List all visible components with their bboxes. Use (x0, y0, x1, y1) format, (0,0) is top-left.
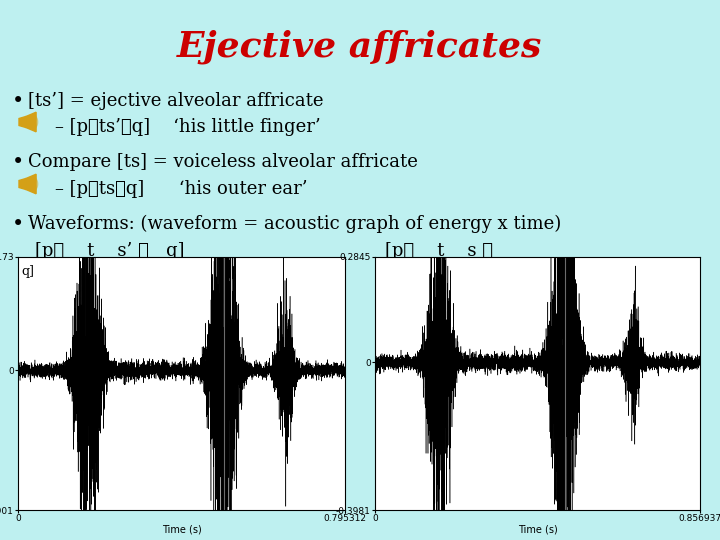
Text: Ejective affricates: Ejective affricates (177, 30, 543, 64)
Text: •: • (12, 215, 24, 234)
Text: •: • (12, 153, 24, 172)
Polygon shape (19, 117, 26, 127)
X-axis label: Time (s): Time (s) (518, 524, 557, 535)
Text: – [p★ts★q]      ‘his outer ear’: – [p★ts★q] ‘his outer ear’ (55, 180, 307, 198)
Polygon shape (26, 174, 36, 194)
Text: [ts’] = ejective alveolar affricate: [ts’] = ejective alveolar affricate (28, 92, 323, 110)
Text: – [p★ts’★q]    ‘his little finger’: – [p★ts’★q] ‘his little finger’ (55, 118, 320, 136)
Polygon shape (26, 112, 36, 132)
Text: Compare [ts] = voiceless alveolar affricate: Compare [ts] = voiceless alveolar affric… (28, 153, 418, 171)
Text: Waveforms: (waveform = acoustic graph of energy x time): Waveforms: (waveform = acoustic graph of… (28, 215, 562, 233)
Polygon shape (19, 178, 26, 190)
Text: q]: q] (22, 265, 35, 278)
Text: [p★    t    s ★: [p★ t s ★ (385, 242, 493, 260)
Text: •: • (12, 92, 24, 111)
X-axis label: Time (s): Time (s) (161, 524, 202, 535)
Text: [p★    t    s’ ★   q]: [p★ t s’ ★ q] (35, 242, 184, 260)
